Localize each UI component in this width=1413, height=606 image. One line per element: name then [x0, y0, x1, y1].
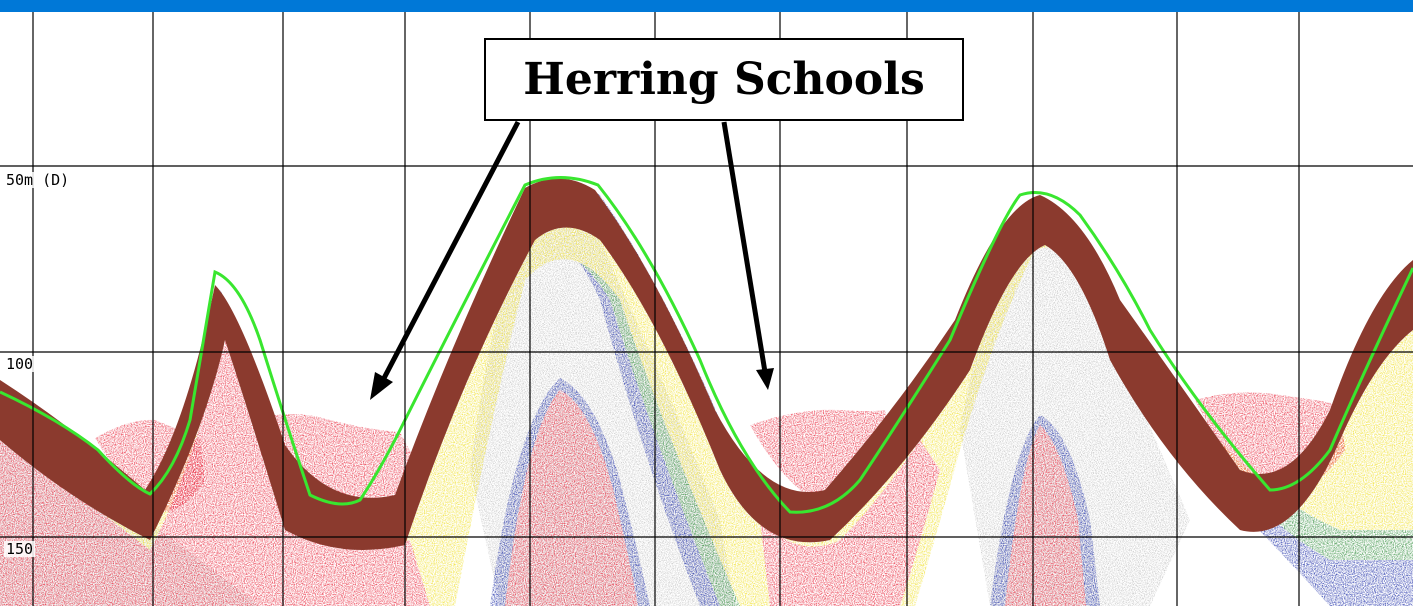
arrow-right-shaft — [721, 121, 768, 373]
depth-label-50m: 50m (D) — [4, 171, 72, 189]
depth-label-150: 150 — [4, 540, 36, 558]
herring-school-echoes — [95, 392, 1345, 525]
seabed-band — [0, 178, 1413, 550]
depth-label-100: 100 — [4, 355, 36, 373]
arrow-left-shaft — [379, 120, 521, 384]
arrow-right-head — [756, 368, 774, 390]
grid — [0, 12, 1413, 606]
annotation-arrows — [370, 120, 774, 400]
top-bar — [0, 0, 1413, 12]
bottom-line — [0, 176, 1413, 514]
annotation-box: Herring Schools — [484, 38, 964, 121]
arrow-left-head — [370, 372, 393, 400]
echogram — [0, 12, 1413, 606]
annotation-title: Herring Schools — [523, 54, 925, 105]
